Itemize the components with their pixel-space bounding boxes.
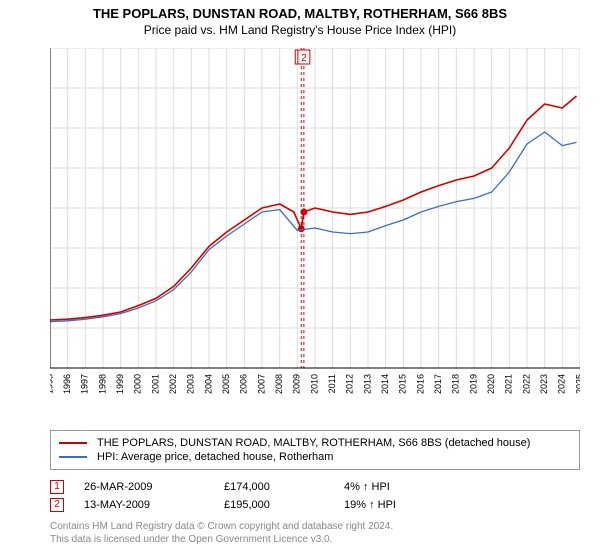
svg-text:2022: 2022: [521, 374, 531, 394]
svg-text:2025: 2025: [574, 374, 580, 394]
sale-change: 4% ↑ HPI: [344, 481, 464, 493]
svg-text:2018: 2018: [451, 374, 461, 394]
svg-text:1996: 1996: [62, 374, 72, 394]
svg-text:2021: 2021: [504, 374, 514, 394]
svg-text:2020: 2020: [486, 374, 496, 394]
svg-text:2017: 2017: [433, 374, 443, 394]
chart-svg: £0£50K£100K£150K£200K£250K£300K£350K£400…: [50, 48, 580, 408]
sale-row: 2 13-MAY-2009 £195,000 19% ↑ HPI: [50, 498, 580, 512]
svg-text:2012: 2012: [345, 374, 355, 394]
svg-text:2011: 2011: [327, 374, 337, 393]
svg-text:2002: 2002: [168, 374, 178, 394]
legend-box: THE POPLARS, DUNSTAN ROAD, MALTBY, ROTHE…: [50, 430, 580, 470]
svg-text:2014: 2014: [380, 374, 390, 394]
sale-marker-badge: 2: [50, 498, 64, 512]
svg-text:2003: 2003: [186, 374, 196, 394]
footer-line: Contains HM Land Registry data © Crown c…: [50, 520, 580, 533]
legend-swatch: [59, 442, 87, 444]
svg-text:2016: 2016: [415, 374, 425, 394]
chart-area: £0£50K£100K£150K£200K£250K£300K£350K£400…: [50, 48, 580, 408]
sale-price: £174,000: [224, 481, 344, 493]
svg-text:2019: 2019: [468, 374, 478, 394]
svg-text:1998: 1998: [97, 374, 107, 394]
svg-text:2015: 2015: [398, 374, 408, 394]
chart-container: THE POPLARS, DUNSTAN ROAD, MALTBY, ROTHE…: [0, 0, 600, 560]
svg-text:2005: 2005: [221, 374, 231, 394]
chart-title: THE POPLARS, DUNSTAN ROAD, MALTBY, ROTHE…: [0, 6, 600, 21]
svg-text:2013: 2013: [362, 374, 372, 394]
sales-block: 1 26-MAR-2009 £174,000 4% ↑ HPI 2 13-MAY…: [50, 476, 580, 516]
title-block: THE POPLARS, DUNSTAN ROAD, MALTBY, ROTHE…: [0, 0, 600, 37]
legend-label: HPI: Average price, detached house, Roth…: [97, 451, 333, 463]
legend-swatch: [59, 456, 87, 458]
legend-item: HPI: Average price, detached house, Roth…: [59, 451, 571, 463]
footer-line: This data is licensed under the Open Gov…: [50, 533, 580, 546]
legend-item: THE POPLARS, DUNSTAN ROAD, MALTBY, ROTHE…: [59, 437, 571, 449]
svg-text:2008: 2008: [274, 374, 284, 394]
svg-text:1997: 1997: [80, 374, 90, 394]
sale-price: £195,000: [224, 499, 344, 511]
sale-row: 1 26-MAR-2009 £174,000 4% ↑ HPI: [50, 480, 580, 494]
sale-date: 13-MAY-2009: [84, 499, 224, 511]
svg-text:2010: 2010: [309, 374, 319, 394]
svg-text:2000: 2000: [133, 374, 143, 394]
svg-text:2006: 2006: [239, 374, 249, 394]
svg-text:1995: 1995: [50, 374, 54, 394]
chart-subtitle: Price paid vs. HM Land Registry's House …: [0, 23, 600, 37]
svg-text:1999: 1999: [115, 374, 125, 394]
svg-text:2007: 2007: [256, 374, 266, 394]
sale-date: 26-MAR-2009: [84, 481, 224, 493]
sale-marker-badge: 1: [50, 480, 64, 494]
footer: Contains HM Land Registry data © Crown c…: [50, 520, 580, 546]
svg-text:2: 2: [301, 53, 307, 64]
svg-text:2024: 2024: [557, 374, 567, 394]
svg-text:2001: 2001: [150, 374, 160, 394]
svg-text:2023: 2023: [539, 374, 549, 394]
legend-label: THE POPLARS, DUNSTAN ROAD, MALTBY, ROTHE…: [97, 437, 530, 449]
sale-change: 19% ↑ HPI: [344, 499, 464, 511]
x-axis: 1995 1996 1997 1998 1999 2000 2001 2002 2003 2004…: [50, 374, 580, 394]
svg-text:2004: 2004: [203, 374, 213, 394]
svg-text:2009: 2009: [292, 374, 302, 394]
